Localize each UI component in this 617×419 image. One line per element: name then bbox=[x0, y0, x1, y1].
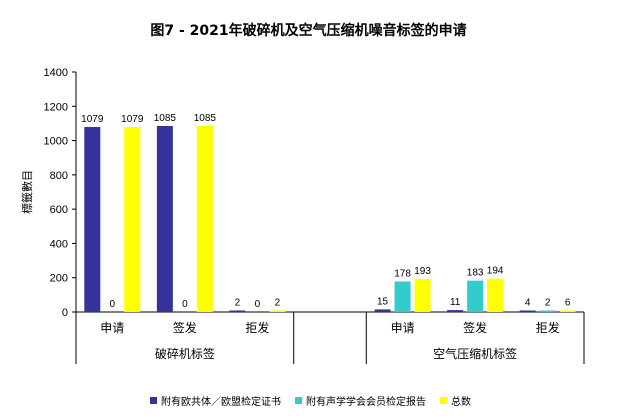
x-category-label: 签发 bbox=[173, 320, 197, 335]
y-tick-label: 1400 bbox=[44, 67, 68, 79]
bar bbox=[539, 310, 556, 312]
x-category-label: 申请 bbox=[391, 321, 415, 335]
data-label: 1079 bbox=[121, 114, 144, 125]
bar bbox=[156, 126, 173, 312]
legend-swatch-eu-cert bbox=[150, 397, 157, 404]
legend-swatch-total bbox=[440, 397, 447, 404]
bar bbox=[229, 310, 246, 312]
legend-label-acoustics-report: 附有声学学会会员检定报告 bbox=[306, 397, 426, 408]
legend-item-acoustics-report: 附有声学学会会员检定报告 bbox=[295, 393, 426, 408]
bar bbox=[487, 278, 504, 312]
x-category-label: 拒发 bbox=[536, 320, 560, 335]
legend: 附有欧共体／欧盟检定证书 附有声学学会会员检定报告 总数 bbox=[150, 393, 471, 408]
bar bbox=[447, 310, 464, 312]
legend-label-total: 总数 bbox=[451, 397, 471, 408]
bar bbox=[374, 309, 391, 312]
x-group-label: 空气压缩机标签 bbox=[433, 346, 517, 361]
data-label: 1079 bbox=[81, 114, 104, 125]
bar bbox=[84, 127, 101, 313]
legend-item-total: 总数 bbox=[440, 393, 471, 408]
y-tick-label: 800 bbox=[50, 170, 68, 182]
data-label: 194 bbox=[487, 266, 504, 277]
x-group-label: 破碎机标签 bbox=[155, 346, 215, 361]
data-label: 0 bbox=[255, 299, 261, 310]
y-tick-label: 600 bbox=[50, 204, 68, 216]
bars bbox=[84, 126, 576, 313]
data-label: 193 bbox=[414, 266, 431, 277]
y-tick-label: 400 bbox=[50, 238, 68, 250]
y-tick-label: 200 bbox=[50, 273, 68, 285]
legend-label-eu-cert: 附有欧共体／欧盟检定证书 bbox=[161, 397, 281, 408]
bar bbox=[124, 127, 141, 313]
y-tick-label: 1200 bbox=[44, 101, 68, 113]
y-axis-label: 標籤數目 bbox=[20, 170, 34, 214]
data-label: 178 bbox=[394, 268, 411, 279]
data-label: 6 bbox=[565, 298, 571, 309]
data-label: 11 bbox=[450, 297, 461, 308]
x-category-label: 拒发 bbox=[245, 320, 269, 335]
legend-item-eu-cert: 附有欧共体／欧盟检定证书 bbox=[150, 393, 281, 408]
bar bbox=[196, 126, 213, 312]
x-category-label: 申请 bbox=[100, 321, 124, 335]
data-label: 2 bbox=[545, 298, 551, 309]
data-label: 0 bbox=[110, 299, 116, 310]
data-label: 2 bbox=[275, 298, 281, 309]
bar bbox=[394, 281, 411, 312]
bar bbox=[519, 310, 536, 312]
x-category-label: 签发 bbox=[463, 320, 487, 335]
data-label: 4 bbox=[525, 298, 531, 309]
data-label: 0 bbox=[182, 299, 188, 310]
data-labels: 1079 0 1079 1085 0 1085 2 0 2 15 178 193 11 183 194 4 2 6 bbox=[81, 113, 571, 310]
bar bbox=[414, 278, 431, 312]
chart-title: 图7 - 2021年破碎机及空气压缩机噪音标签的申请 bbox=[150, 23, 467, 39]
data-label: 1085 bbox=[194, 113, 217, 124]
data-label: 15 bbox=[377, 296, 389, 307]
data-label: 183 bbox=[467, 268, 484, 279]
y-tick-label: 0 bbox=[62, 307, 68, 319]
data-label: 1085 bbox=[154, 113, 177, 124]
legend-swatch-acoustics-report bbox=[295, 397, 302, 404]
data-label: 2 bbox=[235, 298, 241, 309]
bar bbox=[269, 310, 286, 312]
bar bbox=[467, 280, 484, 312]
bar bbox=[559, 310, 576, 312]
y-tick-label: 1000 bbox=[44, 136, 68, 148]
